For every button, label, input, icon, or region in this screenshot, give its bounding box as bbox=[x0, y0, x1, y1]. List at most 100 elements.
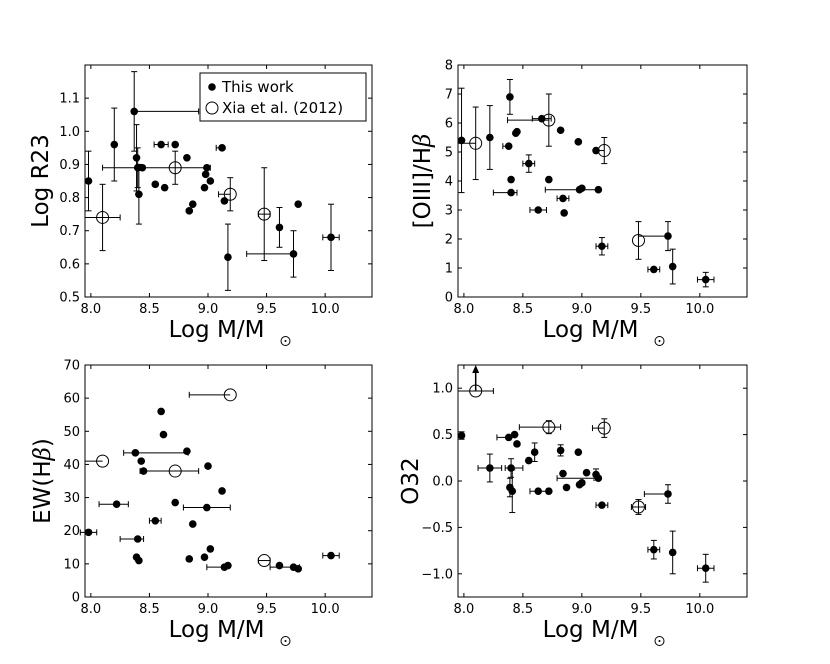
xia-point bbox=[597, 137, 611, 165]
filled-marker bbox=[160, 183, 169, 192]
this-work-point bbox=[524, 456, 533, 465]
this-work-point bbox=[545, 487, 553, 496]
this-work-point bbox=[507, 175, 515, 184]
axes-frame bbox=[84, 364, 373, 598]
this-work-point bbox=[595, 237, 609, 256]
solar-symbol-dot bbox=[658, 640, 661, 642]
filled-marker bbox=[507, 464, 515, 472]
this-work-point bbox=[275, 207, 284, 248]
this-work-point bbox=[556, 194, 570, 203]
this-work-point bbox=[556, 444, 565, 457]
filled-marker bbox=[486, 464, 494, 472]
panel-1: 8.0 8.5 9.0 9.5 10.0 0.5 0.6 0.7 0.8 0.9 1.0 1.1 Log… bbox=[28, 64, 373, 346]
this-work-point bbox=[578, 184, 586, 193]
y-tick-label: −1.0 bbox=[421, 567, 453, 582]
this-work-point bbox=[544, 185, 603, 194]
this-work-point bbox=[188, 200, 197, 208]
legend-box bbox=[199, 72, 367, 122]
filled-marker bbox=[578, 184, 586, 193]
this-work-point bbox=[110, 107, 119, 182]
this-work-point bbox=[513, 127, 521, 136]
filled-marker bbox=[457, 431, 466, 440]
this-work-point bbox=[457, 431, 466, 440]
filled-marker bbox=[545, 175, 553, 184]
y-tick-label: 0.7 bbox=[59, 224, 80, 239]
filled-marker bbox=[224, 253, 232, 262]
x-tick-label: 8.0 bbox=[454, 302, 475, 317]
filled-marker bbox=[650, 545, 658, 554]
filled-marker bbox=[206, 545, 215, 553]
this-work-point bbox=[182, 503, 231, 512]
this-work-point bbox=[200, 553, 209, 562]
filled-marker bbox=[504, 142, 513, 150]
this-work-point bbox=[153, 140, 169, 149]
this-work-point bbox=[98, 500, 129, 509]
this-work-point bbox=[529, 206, 547, 214]
open-marker bbox=[597, 144, 611, 158]
filled-marker bbox=[224, 561, 232, 570]
legend: This work Xia et al. (2012) bbox=[199, 72, 367, 122]
this-work-point bbox=[294, 200, 303, 208]
filled-marker bbox=[513, 440, 521, 448]
this-work-point bbox=[220, 197, 229, 205]
filled-marker bbox=[130, 107, 138, 116]
filled-marker bbox=[508, 487, 517, 496]
x-tick-label: 9.0 bbox=[572, 302, 593, 317]
this-work-point bbox=[696, 553, 715, 583]
filled-marker bbox=[594, 185, 603, 194]
filled-marker bbox=[84, 528, 93, 537]
filled-marker bbox=[327, 551, 335, 560]
y-tick-label: −0.5 bbox=[421, 521, 453, 536]
xia-point bbox=[591, 418, 611, 438]
open-marker bbox=[597, 421, 611, 435]
filled-marker bbox=[701, 275, 710, 284]
xia-point bbox=[507, 93, 556, 147]
this-work-point bbox=[188, 520, 197, 528]
this-work-point bbox=[530, 442, 539, 463]
this-work-point bbox=[560, 209, 568, 217]
open-marker bbox=[257, 207, 271, 221]
x-tick-label: 9.0 bbox=[572, 602, 593, 617]
x-tick-label: 9.5 bbox=[256, 602, 277, 617]
this-work-point bbox=[502, 142, 513, 150]
filled-marker bbox=[582, 468, 591, 477]
y-tick-label: 0.8 bbox=[59, 191, 80, 206]
this-work-point bbox=[457, 87, 466, 194]
y-tick-label: 0 bbox=[72, 591, 80, 606]
this-work-point bbox=[643, 484, 672, 504]
filled-marker bbox=[112, 500, 121, 509]
y-tick-label: 6 bbox=[445, 117, 453, 132]
filled-marker bbox=[294, 565, 303, 573]
filled-marker bbox=[183, 447, 191, 455]
filled-marker bbox=[668, 548, 677, 557]
solar-symbol-icon bbox=[280, 636, 291, 646]
filled-marker bbox=[294, 200, 303, 208]
filled-marker bbox=[556, 446, 565, 455]
filled-marker bbox=[574, 138, 583, 146]
filled-marker bbox=[664, 490, 672, 498]
filled-marker bbox=[185, 207, 194, 215]
this-work-point bbox=[132, 124, 141, 192]
filled-marker bbox=[524, 159, 533, 168]
y-tick-label: 40 bbox=[63, 458, 80, 473]
beta-symbol: β bbox=[410, 134, 436, 148]
xia-point bbox=[518, 420, 562, 435]
filled-marker bbox=[218, 144, 226, 152]
this-work-point bbox=[200, 183, 209, 192]
filled-marker bbox=[504, 433, 513, 442]
this-work-point bbox=[224, 223, 232, 291]
y-tick-label: 2 bbox=[445, 233, 453, 248]
filled-marker bbox=[200, 553, 209, 562]
this-work-point bbox=[578, 479, 586, 487]
filled-marker bbox=[157, 140, 165, 149]
y-axis-label: O32 bbox=[398, 457, 424, 504]
this-work-point bbox=[647, 539, 661, 560]
xia-point bbox=[139, 464, 200, 478]
axes-frame bbox=[457, 364, 748, 598]
this-work-point bbox=[102, 147, 142, 189]
open-marker bbox=[469, 136, 483, 150]
y-tick-label: 0.5 bbox=[432, 428, 453, 443]
solar-symbol-dot bbox=[658, 340, 661, 342]
y-axis-label: EW(Hβ) bbox=[30, 438, 56, 524]
